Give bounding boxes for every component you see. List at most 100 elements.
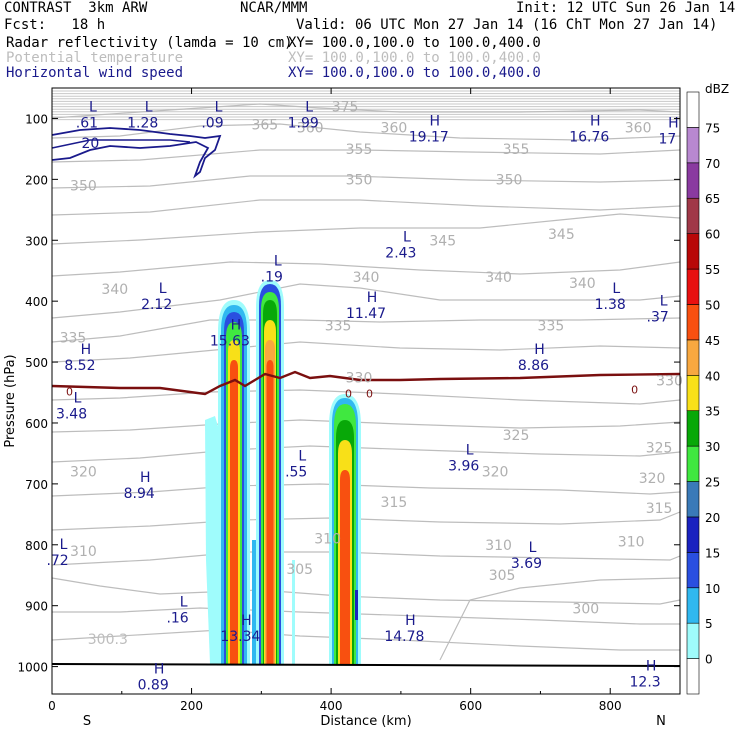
colorbar-label: 35 bbox=[705, 405, 720, 419]
x-tick-label: 800 bbox=[599, 699, 622, 713]
theta-label: 350 bbox=[496, 172, 523, 188]
theta-contour bbox=[51, 199, 681, 216]
high-marker: H bbox=[367, 290, 378, 306]
high-marker: H bbox=[405, 613, 416, 629]
colorbar-swatch bbox=[686, 374, 700, 412]
theta-contour bbox=[51, 175, 681, 189]
theta-label: 320 bbox=[639, 471, 666, 487]
init-time: Init: 12 UTC Sun 26 Jan 14 bbox=[516, 0, 736, 16]
low-marker: L bbox=[145, 100, 153, 116]
theta-label: 350 bbox=[346, 172, 373, 188]
y-tick-label: 700 bbox=[25, 478, 48, 492]
model-title: CONTRAST 3km ARW bbox=[4, 0, 148, 16]
low-marker: L bbox=[74, 391, 82, 407]
extremum-value: 1.38 bbox=[595, 297, 626, 313]
wind-contour bbox=[51, 139, 191, 149]
theta-contour bbox=[51, 149, 681, 163]
colorbar-label: 20 bbox=[705, 511, 720, 525]
colorbar-label: 5 bbox=[705, 617, 713, 631]
low-marker: L bbox=[660, 293, 668, 309]
theta-label: 320 bbox=[482, 465, 509, 481]
theta-contour bbox=[51, 551, 681, 566]
extremum-value: 8.52 bbox=[64, 358, 95, 374]
theta-contour bbox=[51, 283, 681, 319]
colorbar-unit: dBZ bbox=[705, 82, 729, 96]
theta-label: 310 bbox=[618, 535, 645, 551]
reflectivity-cell bbox=[355, 590, 358, 620]
high-marker: H bbox=[154, 662, 165, 678]
field-theta-xy: XY= 100.0,100.0 to 100.0,400.0 bbox=[288, 50, 541, 66]
theta-label: 360 bbox=[625, 121, 652, 137]
low-marker: L bbox=[180, 595, 188, 611]
theta-label: 340 bbox=[569, 276, 596, 292]
colorbar-label: 45 bbox=[705, 334, 720, 348]
theta-label: 340 bbox=[353, 270, 380, 286]
theta-contour bbox=[51, 511, 681, 531]
y-tick-label: 400 bbox=[25, 295, 48, 309]
field-reflectivity-name: Radar reflectivity (lamda = 10 cm) bbox=[6, 35, 293, 51]
extremum-value: 14.78 bbox=[384, 629, 424, 645]
x-tick-label: 0 bbox=[48, 699, 56, 713]
high-marker: H bbox=[81, 342, 92, 358]
theta-label: 335 bbox=[60, 331, 87, 347]
extremum-value: .61 bbox=[76, 116, 98, 132]
theta-label: 315 bbox=[646, 501, 673, 517]
high-marker: H bbox=[140, 470, 151, 486]
colorbar-swatch bbox=[686, 233, 700, 270]
theta-label: 360 bbox=[381, 121, 408, 137]
colorbar-label: 10 bbox=[705, 582, 720, 596]
theta-label: 340 bbox=[485, 270, 512, 286]
theta-label: 350 bbox=[70, 178, 97, 194]
extremum-value: 2.12 bbox=[141, 297, 172, 313]
colorbar-label: 65 bbox=[705, 192, 720, 206]
colorbar-swatch bbox=[686, 197, 700, 234]
low-marker: L bbox=[305, 100, 313, 116]
colorbar-swatch bbox=[686, 658, 700, 695]
valid-time: Valid: 06 UTC Mon 27 Jan 14 (16 ChT Mon … bbox=[296, 17, 718, 33]
x-tick-label: 400 bbox=[320, 699, 343, 713]
theta-label: 330 bbox=[346, 370, 373, 386]
colorbar-swatch bbox=[686, 516, 700, 553]
extremum-value: 8.94 bbox=[124, 486, 155, 502]
theta-label: 310 bbox=[70, 544, 97, 560]
colorbar-label: 50 bbox=[705, 298, 720, 312]
theta-label: 345 bbox=[429, 233, 456, 249]
extremum-value: .55 bbox=[285, 465, 307, 481]
zero-label: 0 bbox=[345, 388, 352, 401]
theta-contour bbox=[51, 261, 681, 277]
forecast-hour: Fcst: 18 h bbox=[4, 17, 106, 33]
colorbar-label: 55 bbox=[705, 263, 720, 277]
high-marker: H bbox=[646, 659, 657, 675]
colorbar-label: 25 bbox=[705, 476, 720, 490]
colorbar-label: 15 bbox=[705, 546, 720, 560]
theta-label: 305 bbox=[286, 562, 313, 578]
theta-contour bbox=[51, 123, 681, 141]
theta-label: 335 bbox=[538, 319, 565, 335]
theta-contour bbox=[51, 103, 681, 119]
theta-label: 355 bbox=[346, 142, 373, 158]
y-tick-label: 300 bbox=[25, 234, 48, 248]
wind-label: 20 bbox=[81, 136, 99, 152]
colorbar-swatch bbox=[686, 587, 700, 624]
theta-contour bbox=[51, 419, 681, 433]
theta-label: 365 bbox=[251, 118, 278, 134]
reflectivity-cell bbox=[230, 360, 238, 664]
y-tick-label: 800 bbox=[25, 539, 48, 553]
extremum-value: 13.34 bbox=[220, 629, 260, 645]
theta-label: 375 bbox=[332, 99, 359, 115]
extremum-value: 19.17 bbox=[409, 130, 449, 146]
low-marker: L bbox=[403, 229, 411, 245]
low-marker: L bbox=[159, 281, 167, 297]
theta-label: 310 bbox=[314, 532, 341, 548]
extremum-value: 1.28 bbox=[127, 116, 158, 132]
wind-speed-contours bbox=[51, 127, 222, 179]
x-tick-label: 200 bbox=[180, 699, 203, 713]
colorbar-label: 60 bbox=[705, 228, 720, 242]
theta-label: 325 bbox=[646, 440, 673, 456]
colorbar-swatch bbox=[686, 339, 700, 376]
high-marker: H bbox=[231, 318, 242, 334]
theta-label: 320 bbox=[70, 465, 97, 481]
extremum-value: 12.3 bbox=[630, 675, 661, 691]
